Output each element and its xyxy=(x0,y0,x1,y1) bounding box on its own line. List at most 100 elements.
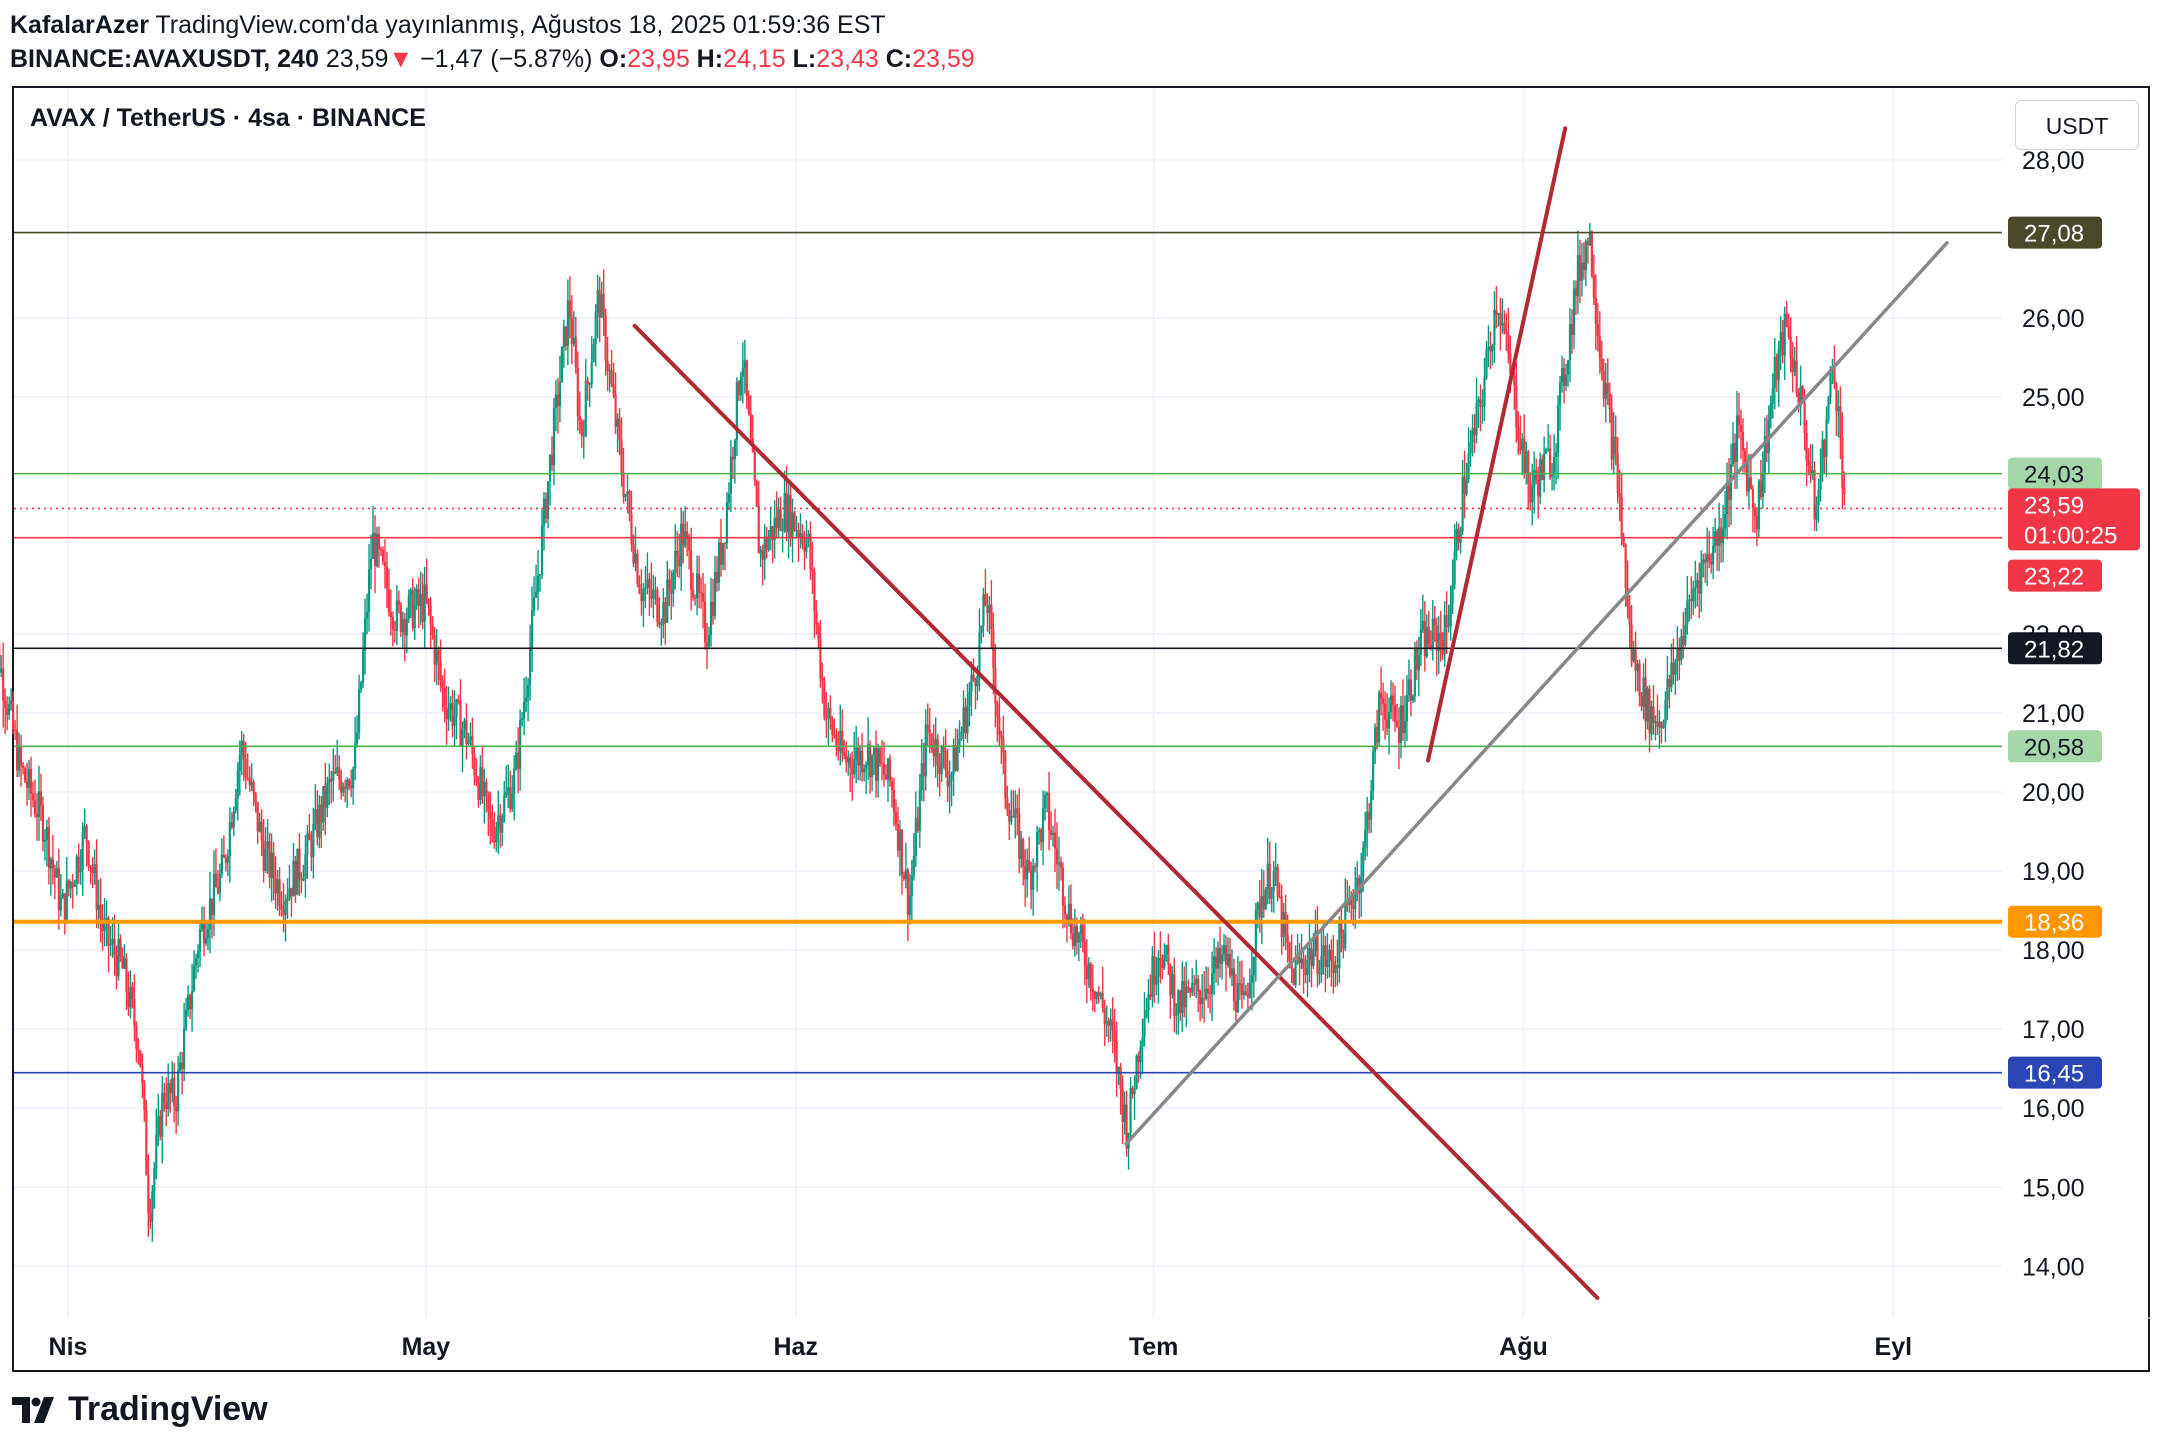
low-value: 23,43 xyxy=(816,45,879,73)
tradingview-logo[interactable]: TradingView xyxy=(12,1390,268,1429)
candle-body xyxy=(139,1050,142,1067)
candle-body xyxy=(1157,957,1160,977)
candle-body xyxy=(1326,960,1329,968)
candle-body xyxy=(1278,896,1281,898)
candle-body xyxy=(711,601,715,616)
candle-body xyxy=(1672,662,1675,675)
candle-body xyxy=(1543,453,1546,481)
time-axis[interactable]: Nis May Haz Tem Ağu Eyl xyxy=(49,1333,1913,1361)
candle-body xyxy=(39,791,43,806)
candle-body xyxy=(1710,561,1713,565)
candle-body xyxy=(1763,436,1766,474)
time-tick-label: Ağu xyxy=(1499,1333,1548,1361)
candle-body xyxy=(998,717,1001,736)
candle-body xyxy=(483,781,486,797)
publish-info: TradingView.com'da yayınlanmış, Ağustos … xyxy=(155,11,886,39)
candle-body xyxy=(284,901,287,916)
candle-body xyxy=(859,750,862,766)
candle-body xyxy=(781,530,784,532)
candle-body xyxy=(1813,470,1816,520)
candle-body xyxy=(85,826,88,843)
candle-body xyxy=(1201,998,1204,1005)
candle-body xyxy=(348,780,351,786)
candle-body xyxy=(437,650,440,662)
candle-body xyxy=(87,842,90,866)
candle-body xyxy=(779,509,782,531)
candle-body xyxy=(803,544,806,552)
candle-body xyxy=(1145,1009,1148,1019)
candle-body xyxy=(1501,323,1504,326)
candle-body xyxy=(837,746,840,752)
price-badge-23-22: 23,22 xyxy=(2008,559,2102,592)
candle-body xyxy=(43,839,47,842)
candle-body xyxy=(125,958,128,992)
candle-body xyxy=(594,311,597,345)
candle-body xyxy=(1139,1046,1142,1062)
candle-body xyxy=(863,768,866,773)
candle-body xyxy=(638,584,641,593)
candle-body xyxy=(1670,662,1673,688)
candle-body xyxy=(1091,987,1094,992)
candle-body xyxy=(0,668,3,673)
author-name[interactable]: KafalarAzer xyxy=(10,11,149,39)
candle-body xyxy=(1391,695,1395,705)
candle-body xyxy=(892,789,896,813)
candle-body xyxy=(1330,949,1333,962)
candle-body xyxy=(1232,968,1236,1002)
candle-body xyxy=(1240,983,1244,995)
candle-body xyxy=(1016,808,1019,814)
candle-body xyxy=(1765,436,1768,453)
candle-body xyxy=(1274,867,1277,871)
candle-body xyxy=(1640,695,1643,707)
currency-button[interactable]: USDT xyxy=(2015,100,2139,150)
price-badge-23-59: 23,59 01:00:25 xyxy=(2008,488,2140,551)
candle-body xyxy=(1646,688,1649,721)
candle-body xyxy=(1781,332,1784,356)
open-label: O: xyxy=(599,45,628,73)
candle-body xyxy=(1111,1019,1114,1031)
candle-body xyxy=(1759,480,1762,497)
candle-body xyxy=(196,950,200,959)
candle-body xyxy=(532,597,536,610)
candle-body xyxy=(1141,1037,1144,1047)
price-badge-label: 24,03 xyxy=(2024,462,2084,489)
candle-body xyxy=(1087,963,1090,980)
candle-body xyxy=(727,493,731,503)
candle-body xyxy=(1461,476,1464,532)
candle-body xyxy=(1203,998,1206,1000)
candle-body xyxy=(258,821,261,832)
price-axis[interactable]: 14,00 15,00 16,00 17,00 18,00 19,00 20,00 21,00… xyxy=(2022,147,2085,1281)
candle-body xyxy=(715,572,719,583)
candle-body xyxy=(713,572,717,616)
candle-body xyxy=(1463,476,1466,494)
candle-body xyxy=(707,634,711,647)
candle-body xyxy=(1789,336,1792,358)
candle-body xyxy=(1316,930,1319,974)
candle-body xyxy=(1129,1088,1132,1133)
price-tick-label: 14,00 xyxy=(2022,1253,2085,1281)
candle-body xyxy=(1505,332,1508,334)
candle-body xyxy=(471,736,474,754)
candle-body xyxy=(350,785,353,789)
candle-body xyxy=(1248,982,1251,998)
candle-body xyxy=(797,529,800,538)
candle-body xyxy=(1085,965,1088,980)
candle-body xyxy=(733,440,736,460)
candle-body xyxy=(1423,621,1426,657)
candle-body xyxy=(1503,323,1506,333)
candle-body xyxy=(994,668,997,704)
candle-body xyxy=(485,781,488,794)
candle-body xyxy=(654,589,657,591)
candle-body xyxy=(1523,438,1526,475)
candle-body xyxy=(546,481,550,519)
price-badge-bg xyxy=(2008,559,2102,592)
candle-body xyxy=(801,533,804,545)
candle-body xyxy=(944,750,947,771)
candle-body xyxy=(570,317,573,344)
candle-body xyxy=(787,495,790,533)
candle-body xyxy=(642,588,645,602)
candle-body xyxy=(554,394,558,409)
price-badge-bg xyxy=(2008,457,2102,490)
candle-body xyxy=(1521,438,1524,451)
